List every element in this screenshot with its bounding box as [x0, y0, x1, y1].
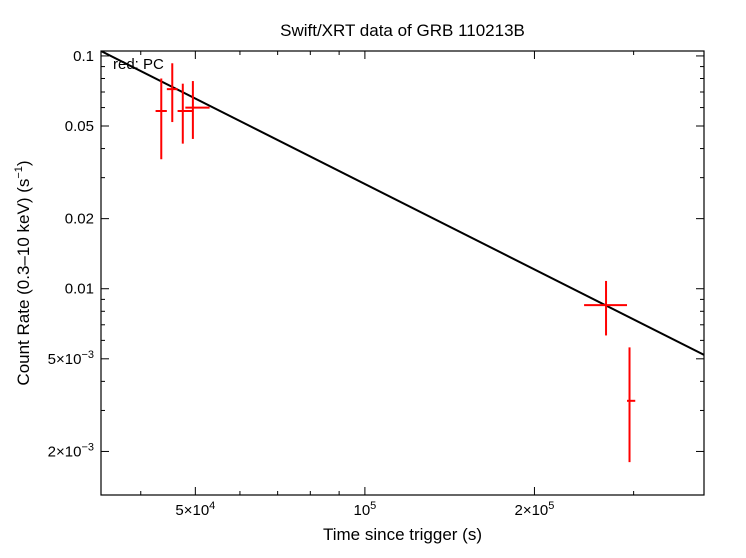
y-axis-label: Count Rate (0.3–10 keV) (s−1): [13, 160, 33, 385]
ytick-label: 0.02: [65, 211, 94, 228]
x-axis-label: Time since trigger (s): [323, 525, 482, 544]
legend-text: red: PC: [113, 56, 164, 73]
chart-title: Swift/XRT data of GRB 110213B: [280, 21, 525, 40]
ytick-label: 0.1: [73, 48, 94, 65]
chart-svg: 5×1041052×1052×10−35×10−30.010.020.050.1…: [0, 0, 746, 558]
ytick-label: 0.01: [65, 281, 94, 298]
chart-container: 5×1041052×1052×10−35×10−30.010.020.050.1…: [0, 0, 746, 558]
chart-bg: [0, 0, 746, 558]
ytick-label: 0.05: [65, 118, 94, 135]
